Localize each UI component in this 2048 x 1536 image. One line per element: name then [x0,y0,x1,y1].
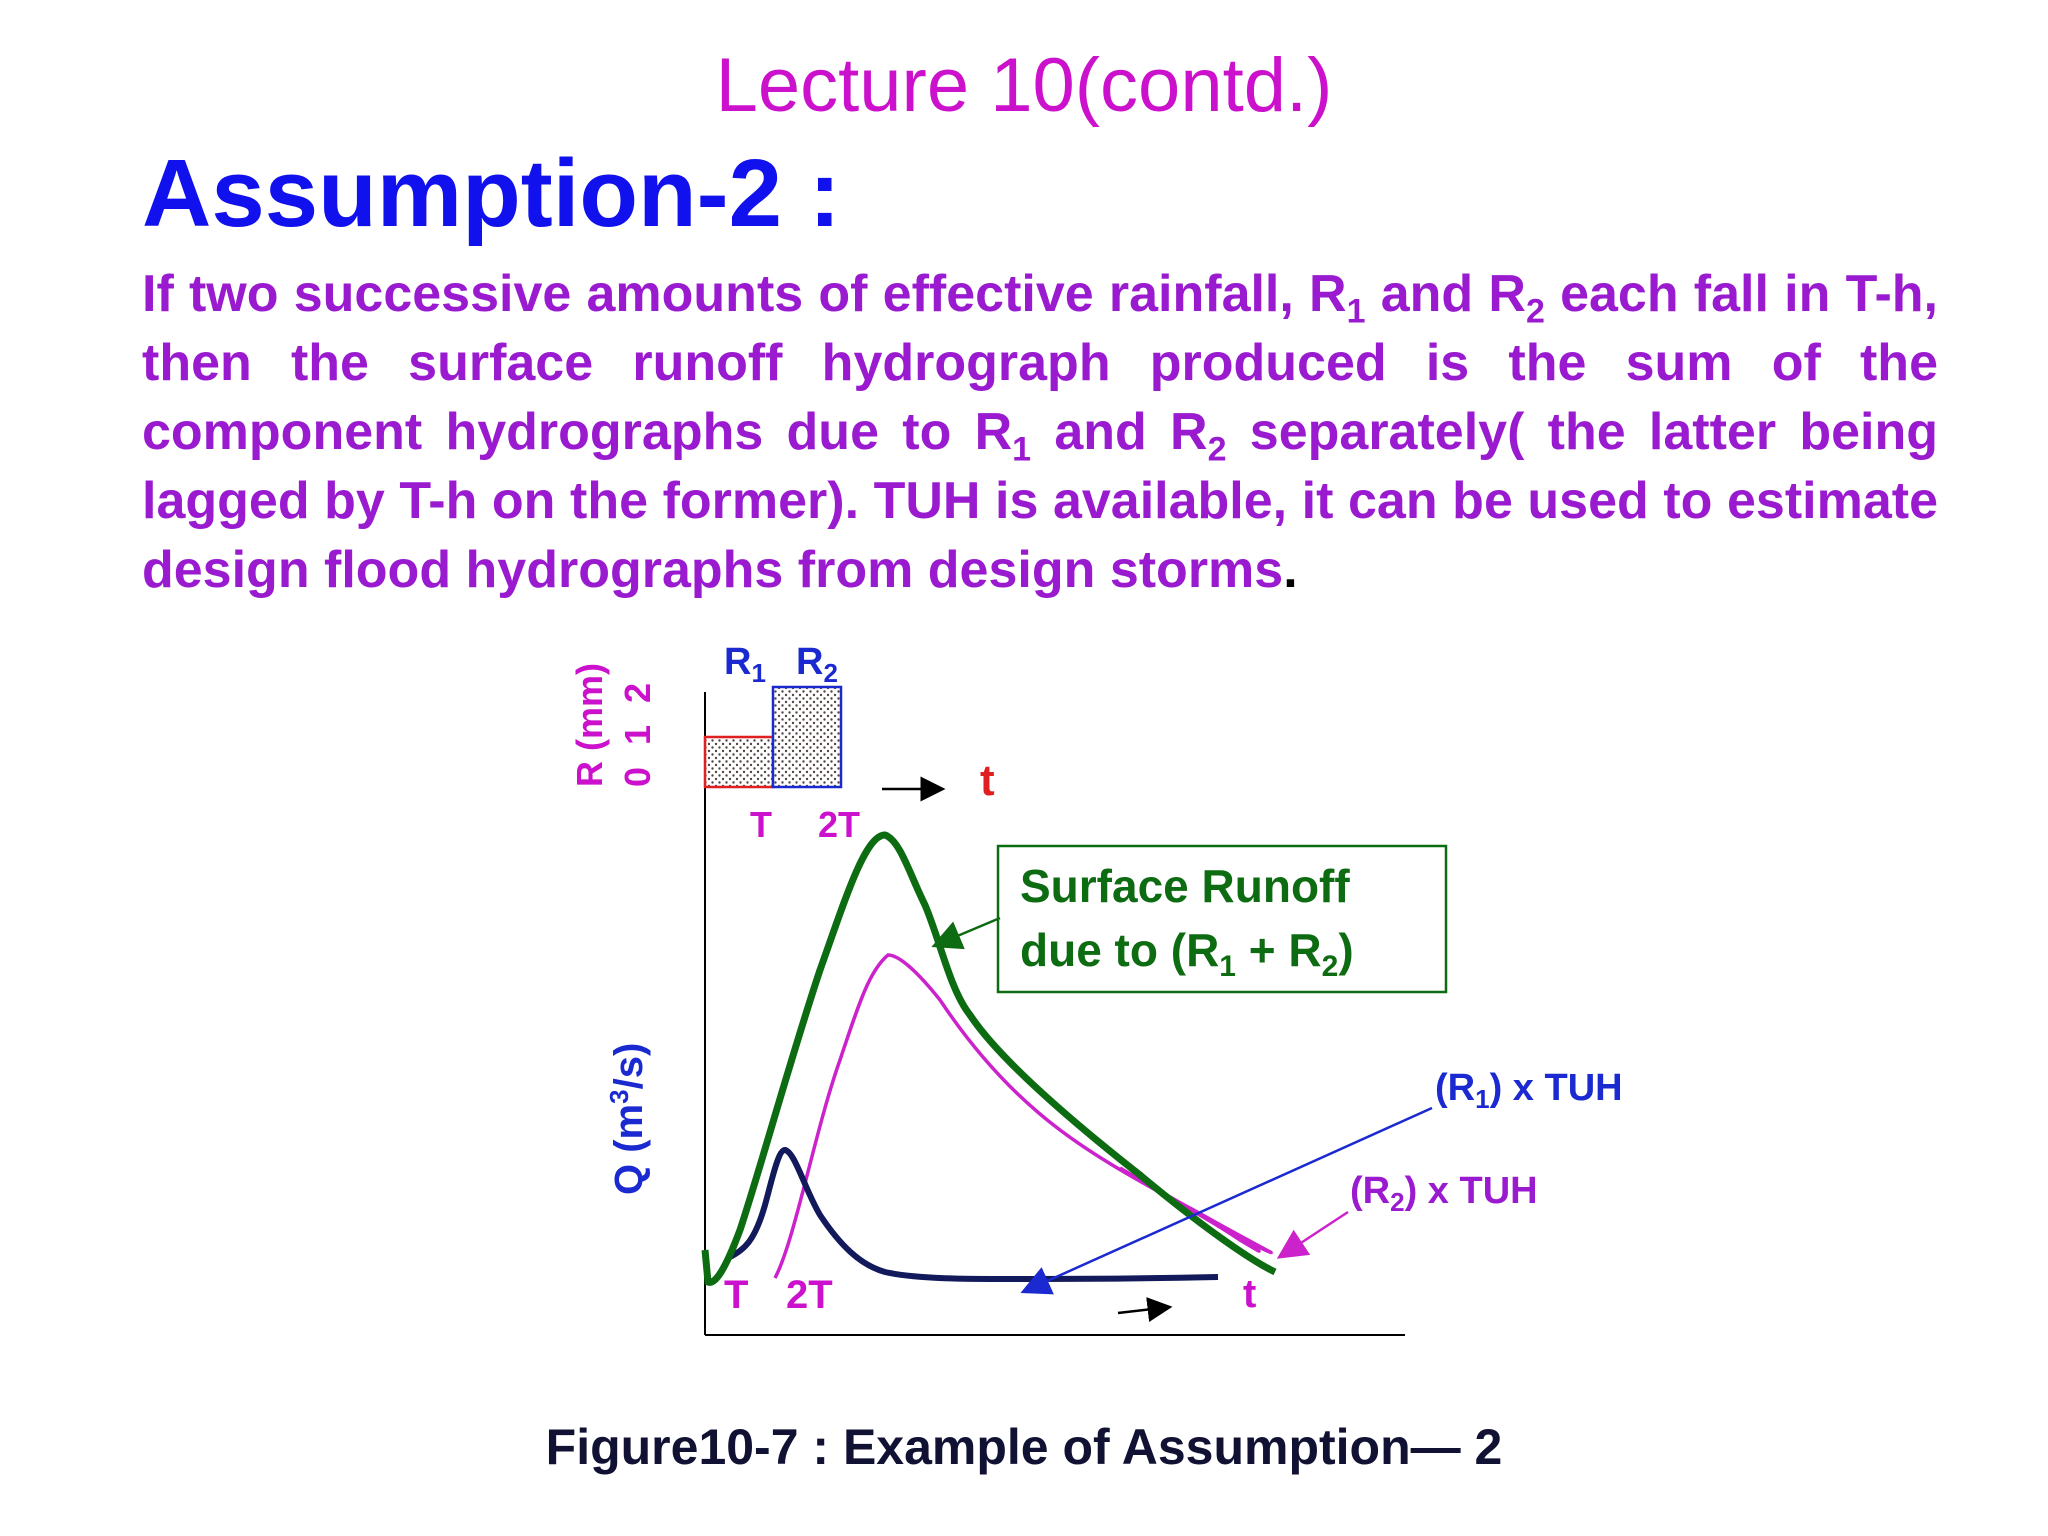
r2-hydrograph-curve [773,953,1274,1279]
slide-body-text: If two successive amounts of effective r… [142,260,1938,605]
body-text: separately( the latter being lagged by T… [142,403,1938,599]
subscript: 1 [1012,430,1032,469]
body-text: and R [1031,403,1208,461]
rain-tick-2t: 2T [818,804,860,845]
rain-time-label: t [980,756,995,805]
subscript: 2 [1525,292,1545,331]
rain-block-r1 [703,735,775,789]
q-axis-label: Q (m3/s) [604,1043,651,1195]
hydro-time-label: t [1243,1272,1256,1316]
r1-hydrograph-curve [726,1146,1219,1283]
callout-line1: Surface Runoff [1020,860,1350,912]
r1-tuh-label: (R1) x TUH [1435,1067,1623,1114]
callout-pointer-arrow [931,916,1001,950]
r2-tuh-arrow [1276,1210,1349,1259]
hydro-tick-t: T [724,1273,748,1317]
subscript: 2 [1207,430,1227,469]
slide-heading: Assumption-2 : [142,140,841,247]
body-text: each fall in T-h, then the surface runof… [142,265,1938,461]
r1-tuh-arrow [1020,1106,1433,1295]
r2-tuh-label: (R2) x TUH [1350,1170,1538,1217]
slide-title: Lecture 10(contd.) [715,43,1333,128]
rain-tick-t: T [750,804,772,845]
rain-axis-label: R (mm) [569,663,610,787]
subscript: 1 [1346,292,1366,331]
body-text: and R [1365,265,1526,323]
hydro-tick-2t: 2T [786,1273,833,1317]
callout-line2: due to (R1 + R2) [1020,924,1354,983]
r2-hydrograph-tail [1119,1166,1273,1255]
figure-caption: Figure10-7 : Example of Assumption— 2 [545,1419,1503,1475]
rain-block-r2 [771,685,843,789]
total-runoff-curve [701,831,1277,1286]
rain-label-r2: R2 [796,641,838,688]
body-text: If two successive amounts of effective r… [142,265,1347,323]
hydro-time-arrow [1117,1297,1173,1322]
body-period: . [1283,541,1298,599]
rain-label-r1: R1 [724,641,766,688]
rain-axis-ticks: 0 1 2 [617,677,658,787]
callout-box [996,844,1448,994]
